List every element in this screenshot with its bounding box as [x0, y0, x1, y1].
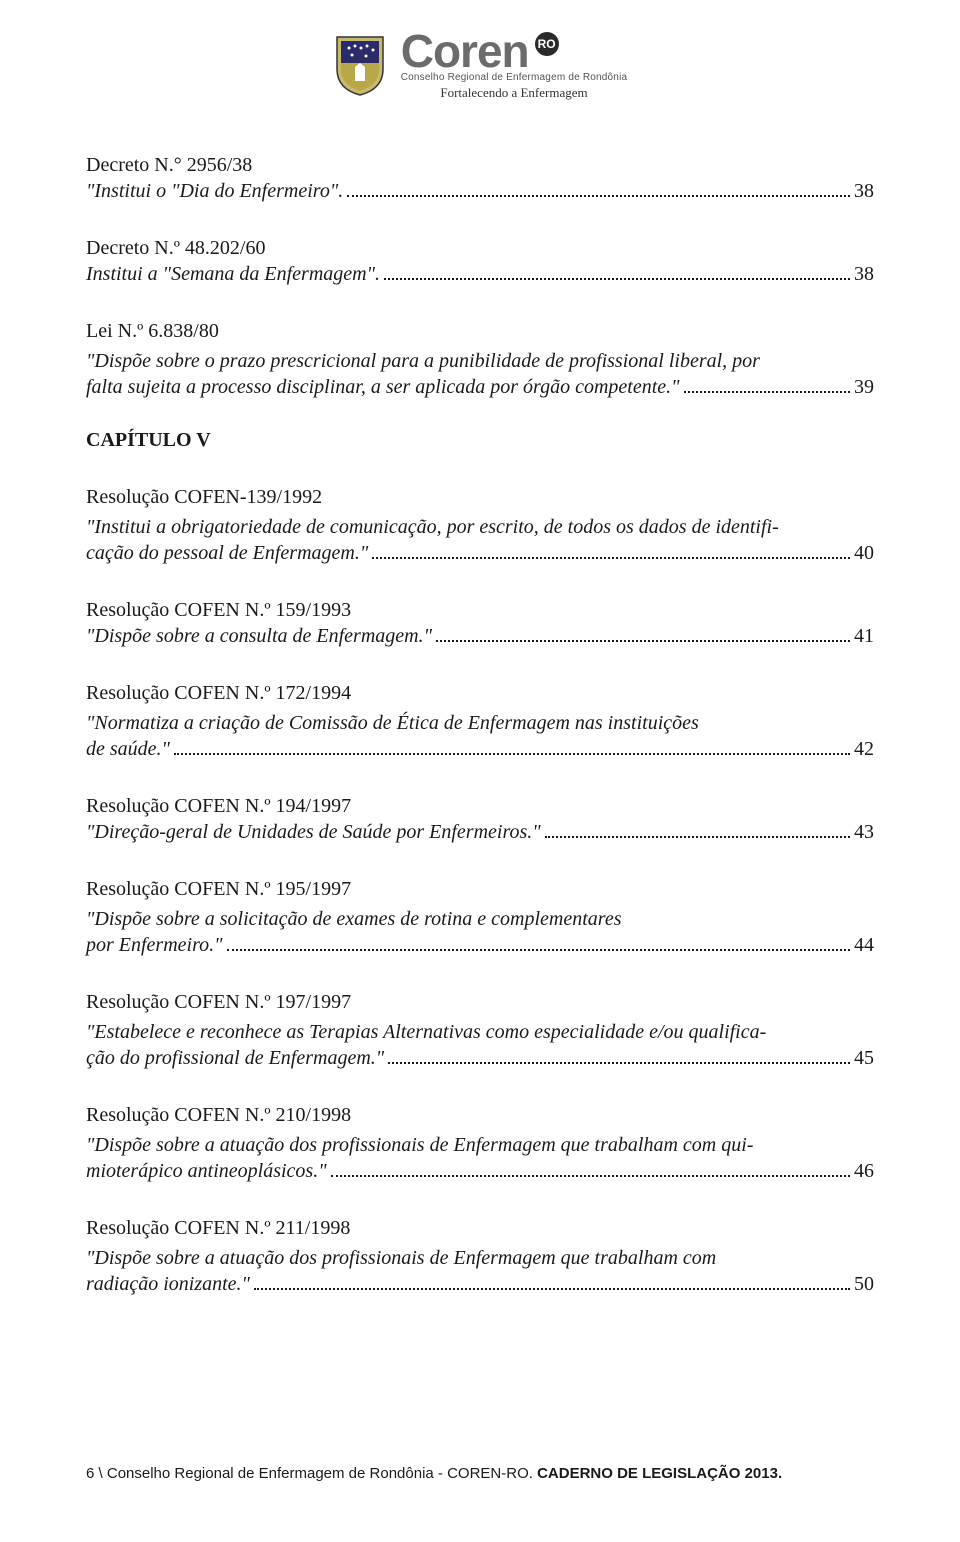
toc-entry: Lei N.º 6.838/80"Dispõe sobre o prazo pr…: [86, 316, 874, 399]
toc-entry: Resolução COFEN N.º 159/1993"Dispõe sobr…: [86, 595, 874, 648]
toc-entry-desc: "Institui a obrigatoriedade de comunicaç…: [86, 512, 874, 542]
toc-entry-title: Resolução COFEN N.º 197/1997: [86, 987, 874, 1017]
toc-entry-last-text: "Direção-geral de Unidades de Saúde por …: [86, 821, 541, 844]
toc-entry-last-text: de saúde.": [86, 738, 170, 761]
toc-entry-title: Resolução COFEN N.º 210/1998: [86, 1100, 874, 1130]
toc-entry: Decreto N.º 48.202/60Institui a "Semana …: [86, 233, 874, 286]
toc-entry-title: Resolução COFEN N.º 195/1997: [86, 874, 874, 904]
toc-entry-last-text: Institui a "Semana da Enfermagem".: [86, 263, 380, 286]
toc-entry: Resolução COFEN-139/1992"Institui a obri…: [86, 482, 874, 565]
footer-doc: CADERNO DE LEGISLAÇÃO 2013.: [537, 1465, 782, 1482]
toc-leader-dots: [331, 1175, 850, 1177]
toc-entry-title: Lei N.º 6.838/80: [86, 316, 874, 346]
toc-page-number: 38: [854, 180, 874, 203]
toc-entry-last-text: radiação ionizante.": [86, 1273, 250, 1296]
toc-entry: Resolução COFEN N.º 194/1997"Direção-ger…: [86, 791, 874, 844]
toc-entry-desc: "Dispõe sobre o prazo prescricional para…: [86, 346, 874, 376]
toc-entry-title: Resolução COFEN N.º 172/1994: [86, 678, 874, 708]
shield-icon: [333, 33, 387, 97]
toc-entry-last-text: ção do profissional de Enfermagem.": [86, 1047, 384, 1070]
toc-entry-last-text: por Enfermeiro.": [86, 934, 223, 957]
toc-entry-title: Resolução COFEN N.º 194/1997: [86, 791, 874, 821]
toc-entry-last-text: "Institui o "Dia do Enfermeiro".: [86, 180, 343, 203]
toc-leader-dots: [254, 1288, 850, 1290]
toc-entry-line: "Dispõe sobre a consulta de Enfermagem."…: [86, 625, 874, 648]
toc-entry-line: por Enfermeiro." 44: [86, 934, 874, 957]
toc-entry-line: "Direção-geral de Unidades de Saúde por …: [86, 821, 874, 844]
brand-badge: RO: [535, 32, 559, 56]
toc-entry-desc: "Dispõe sobre a atuação dos profissionai…: [86, 1243, 874, 1273]
toc-entry-line: falta sujeita a processo disciplinar, a …: [86, 376, 874, 399]
toc-leader-dots: [388, 1062, 850, 1064]
toc-leader-dots: [436, 640, 850, 642]
toc-entry-desc: "Normatiza a criação de Comissão de Étic…: [86, 708, 874, 738]
toc-leader-dots: [372, 557, 850, 559]
toc-entry: Resolução COFEN N.º 211/1998"Dispõe sobr…: [86, 1213, 874, 1296]
toc-entry: Resolução COFEN N.º 172/1994"Normatiza a…: [86, 678, 874, 761]
brand-subtitle: Conselho Regional de Enfermagem de Rondô…: [401, 72, 628, 83]
toc-page-number: 40: [854, 542, 874, 565]
toc-entry-desc: "Estabelece e reconhece as Terapias Alte…: [86, 1017, 874, 1047]
toc-entry-last-text: cação do pessoal de Enfermagem.": [86, 542, 368, 565]
header-logo: Coren RO Conselho Regional de Enfermagem…: [86, 28, 874, 102]
toc-leader-dots: [545, 836, 850, 838]
toc-entry-last-text: falta sujeita a processo disciplinar, a …: [86, 376, 680, 399]
toc-leader-dots: [684, 391, 850, 393]
toc-entry-last-text: "Dispõe sobre a consulta de Enfermagem.": [86, 625, 432, 648]
toc-entry-title: Resolução COFEN N.º 159/1993: [86, 595, 874, 625]
toc-entry-title: Decreto N.º 48.202/60: [86, 233, 874, 263]
toc-page-number: 45: [854, 1047, 874, 1070]
toc-entry-line: Institui a "Semana da Enfermagem". 38: [86, 263, 874, 286]
toc-leader-dots: [347, 195, 850, 197]
toc-page-number: 42: [854, 738, 874, 761]
toc-leader-dots: [384, 278, 850, 280]
toc-entry-title: Decreto N.° 2956/38: [86, 150, 874, 180]
page-footer: 6 \ Conselho Regional de Enfermagem de R…: [86, 1465, 782, 1482]
toc-page-number: 46: [854, 1160, 874, 1183]
toc-entry: Decreto N.° 2956/38"Institui o "Dia do E…: [86, 150, 874, 203]
toc-entry-line: radiação ionizante." 50: [86, 1273, 874, 1296]
toc-entry-desc: "Dispõe sobre a solicitação de exames de…: [86, 904, 874, 934]
toc-leader-dots: [227, 949, 850, 951]
toc-entry-line: mioterápico antineoplásicos." 46: [86, 1160, 874, 1183]
toc-page-number: 41: [854, 625, 874, 648]
toc-entry-line: "Institui o "Dia do Enfermeiro". 38: [86, 180, 874, 203]
toc-page-number: 39: [854, 376, 874, 399]
toc-entry-title: Resolução COFEN-139/1992: [86, 482, 874, 512]
toc-entry: Resolução COFEN N.º 210/1998"Dispõe sobr…: [86, 1100, 874, 1183]
brand-tagline: Fortalecendo a Enfermagem: [401, 85, 628, 101]
toc-page-number: 38: [854, 263, 874, 286]
footer-org: Conselho Regional de Enfermagem de Rondô…: [107, 1465, 537, 1482]
toc-entry-last-text: mioterápico antineoplásicos.": [86, 1160, 327, 1183]
toc-entry-line: ção do profissional de Enfermagem." 45: [86, 1047, 874, 1070]
brand-name: Coren: [401, 28, 529, 74]
toc-page-number: 43: [854, 821, 874, 844]
toc-entry: Resolução COFEN N.º 195/1997"Dispõe sobr…: [86, 874, 874, 957]
chapter-heading: CAPÍTULO V: [86, 429, 874, 452]
toc-entry-line: de saúde." 42: [86, 738, 874, 761]
toc-page-number: 44: [854, 934, 874, 957]
toc-entry-line: cação do pessoal de Enfermagem." 40: [86, 542, 874, 565]
toc-leader-dots: [174, 753, 850, 755]
toc-entry: Resolução COFEN N.º 197/1997"Estabelece …: [86, 987, 874, 1070]
toc-page-number: 50: [854, 1273, 874, 1296]
toc-entry-desc: "Dispõe sobre a atuação dos profissionai…: [86, 1130, 874, 1160]
toc-entry-title: Resolução COFEN N.º 211/1998: [86, 1213, 874, 1243]
footer-sep: \: [94, 1465, 107, 1482]
